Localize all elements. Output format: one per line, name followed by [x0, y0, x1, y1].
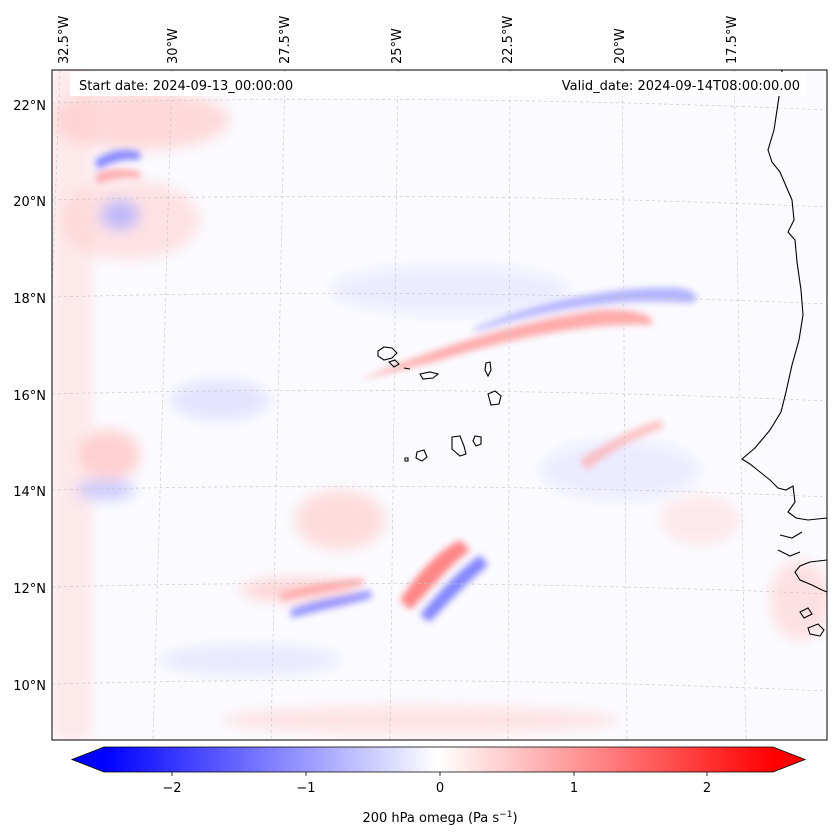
colorbar-right-extend	[773, 747, 805, 772]
graticule	[52, 70, 827, 740]
colorbar-label-main: 200 hPa omega (Pa s	[362, 811, 499, 826]
start-date-label: Start date: 2024-09-13_00:00:00	[79, 79, 293, 94]
colorbar-label-sup: −1	[499, 810, 512, 820]
island-santa-luzia	[403, 367, 411, 370]
lon-label: 32.5°W	[57, 16, 72, 64]
colorbar-outline	[70, 746, 807, 773]
coastlines	[377, 70, 827, 637]
title-strip	[70, 72, 807, 96]
island-brava	[404, 457, 409, 462]
island-sao-nicolau	[419, 371, 440, 380]
island-boa-vista	[487, 390, 502, 406]
colorbar-left-extend	[72, 747, 104, 772]
colorbar-tick-label: 0	[436, 781, 444, 796]
longitude-labels: 32.5°W 30°W 27.5°W 25°W 22.5°W 20°W 17.5…	[57, 16, 740, 64]
lat-label: 10°N	[13, 679, 46, 694]
valid-date-label: Valid_date: 2024-09-14T08:00:00.00	[562, 79, 800, 94]
lon-label: 25°W	[390, 28, 405, 64]
map-frame	[51, 69, 828, 741]
island-sal	[484, 361, 492, 378]
lat-label: 16°N	[13, 389, 46, 404]
lat-label: 20°N	[13, 195, 46, 210]
lat-label: 12°N	[13, 582, 46, 597]
lat-label: 18°N	[13, 292, 46, 307]
island-santiago	[451, 435, 467, 457]
lon-label: 30°W	[166, 28, 181, 64]
colorbar: −2 −1 0 1 2 200 hPa omega (Pa s−1)	[70, 746, 807, 826]
colorbar-label-close: )	[512, 811, 517, 826]
colorbar-tick-label: 2	[703, 781, 711, 796]
colorbar-body	[104, 747, 773, 772]
island-maio	[472, 435, 482, 447]
lat-label: 14°N	[13, 485, 46, 500]
island-fogo	[415, 449, 428, 462]
colorbar-tick-labels: −2 −1 0 1 2	[162, 781, 711, 796]
map-background	[52, 70, 827, 740]
colorbar-tick-label: 1	[570, 781, 578, 796]
west-africa-rivers-coast	[794, 559, 827, 593]
colorbar-ticks	[171, 772, 708, 776]
latitude-labels: 22°N 20°N 18°N 16°N 14°N 12°N 10°N	[13, 99, 46, 694]
island-sao-vicente	[387, 359, 400, 368]
lon-label: 20°W	[613, 28, 628, 64]
colorbar-tick-label: −2	[162, 781, 181, 796]
lat-label: 22°N	[13, 99, 46, 114]
lon-label: 17.5°W	[725, 16, 740, 64]
omega-field	[52, 70, 827, 740]
lon-label: 27.5°W	[278, 16, 293, 64]
island-santo-antao	[377, 346, 398, 361]
colorbar-tick-label: −1	[296, 781, 315, 796]
lon-label: 22.5°W	[501, 16, 516, 64]
colorbar-label: 200 hPa omega (Pa s−1)	[362, 810, 517, 826]
map-panel: Start date: 2024-09-13_00:00:00 Valid_da…	[51, 69, 828, 741]
guinea-bissau-islands	[799, 607, 825, 637]
west-africa-coastline	[741, 70, 827, 521]
